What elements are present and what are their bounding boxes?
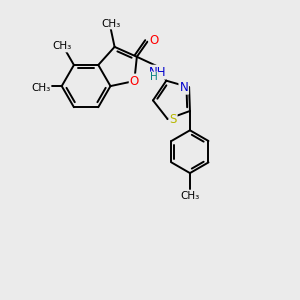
Text: CH₃: CH₃ xyxy=(180,191,200,201)
Text: H: H xyxy=(150,73,158,82)
Text: N: N xyxy=(179,81,188,94)
Text: NH: NH xyxy=(148,66,166,79)
Text: O: O xyxy=(149,34,159,47)
Text: CH₃: CH₃ xyxy=(101,19,120,28)
Text: CH₃: CH₃ xyxy=(53,41,72,52)
Text: CH₃: CH₃ xyxy=(31,82,50,93)
Text: O: O xyxy=(130,74,139,88)
Text: S: S xyxy=(169,112,177,126)
